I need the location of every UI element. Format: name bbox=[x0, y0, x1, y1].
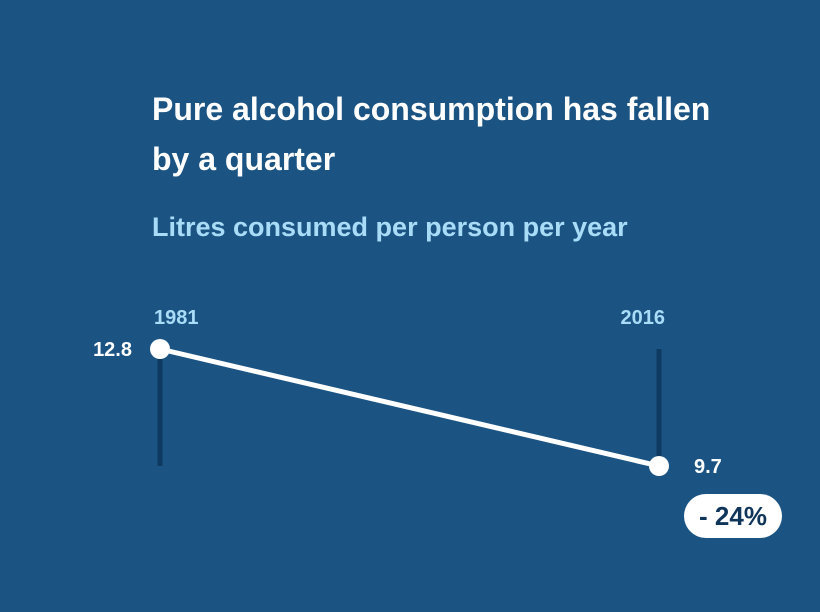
series-line bbox=[157, 346, 662, 469]
data-point-1981 bbox=[150, 339, 170, 359]
year-label-start: 1981 bbox=[154, 307, 199, 329]
change-badge: - 24% bbox=[684, 494, 782, 538]
year-label-end: 2016 bbox=[621, 307, 666, 329]
value-label-end: 9.7 bbox=[694, 456, 722, 478]
chart-title: Pure alcohol consumption has fallen by a… bbox=[152, 91, 711, 177]
chart-subtitle: Litres consumed per person per year bbox=[152, 212, 628, 242]
data-point-2016 bbox=[649, 456, 669, 476]
value-label-start: 12.8 bbox=[93, 339, 132, 361]
